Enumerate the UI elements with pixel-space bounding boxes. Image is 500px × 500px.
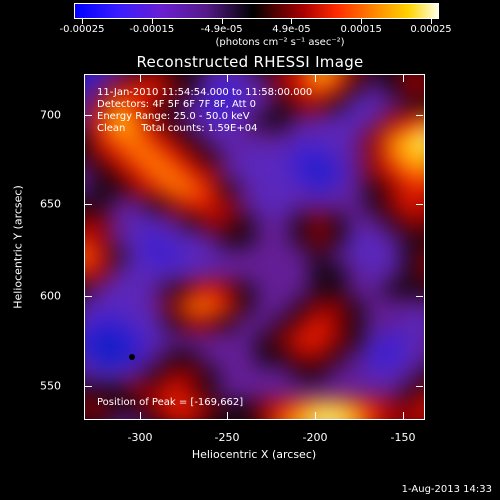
- x-tick-label: -150: [390, 431, 416, 444]
- axis-tick-mark: [403, 75, 404, 82]
- y-tick-label: 650: [40, 197, 61, 211]
- axis-tick-mark: [85, 386, 92, 387]
- colorbar-tick: [221, 18, 223, 24]
- plot-title: Reconstructed RHESSI Image: [136, 53, 364, 71]
- x-tick-label: -200: [302, 431, 328, 444]
- info-clean-counts: Clean Total counts: 1.59E+04: [97, 123, 258, 134]
- axis-tick-mark: [140, 75, 141, 82]
- axis-tick-mark: [227, 75, 228, 82]
- axis-tick-mark: [403, 412, 404, 419]
- axis-tick-mark: [85, 115, 92, 116]
- axis-tick-mark: [416, 115, 423, 116]
- y-tick-label: 550: [40, 379, 61, 393]
- x-axis-label: Heliocentric X (arcsec): [191, 448, 317, 461]
- colorbar-tick-label: -0.00015: [129, 24, 175, 35]
- colorbar-tick: [151, 18, 153, 24]
- heatmap-image: [85, 75, 424, 419]
- peak-marker: [128, 353, 135, 360]
- info-detectors: Detectors: 4F 5F 6F 7F 8F, Att 0: [97, 99, 257, 110]
- colorbar-tick-label: 4.9e-05: [272, 24, 311, 35]
- x-tick-label: -250: [214, 431, 240, 444]
- colorbar-units: (photons cm⁻² s⁻¹ asec⁻²): [215, 37, 345, 48]
- colorbar-tick: [431, 18, 432, 24]
- colorbar-tick: [361, 18, 363, 24]
- x-tick-label: -300: [127, 431, 153, 444]
- axis-tick-mark: [416, 296, 423, 297]
- colorbar-tick-label: -0.00025: [59, 24, 105, 35]
- axis-tick-mark: [315, 412, 316, 419]
- date-stamp: 1-Aug-2013 14:33: [401, 484, 492, 495]
- colorbar-tick: [82, 18, 83, 24]
- colorbar-tick: [291, 18, 293, 24]
- heatmap-plot: 11-Jan-2010 11:54:54.000 to 11:58:00.000…: [84, 74, 425, 420]
- axis-tick-mark: [85, 204, 92, 205]
- axis-tick-mark: [416, 386, 423, 387]
- axis-tick-mark: [416, 204, 423, 205]
- info-energy-range: Energy Range: 25.0 - 50.0 keV: [97, 111, 250, 122]
- colorbar-tick-label: -4.9e-05: [200, 24, 243, 35]
- axis-tick-mark: [315, 75, 316, 82]
- y-axis-label: Heliocentric Y (arcsec): [11, 185, 25, 309]
- y-tick-label: 600: [40, 289, 61, 303]
- colorbar-tick-label: 0.00015: [340, 24, 382, 35]
- axis-tick-mark: [85, 296, 92, 297]
- info-time-range: 11-Jan-2010 11:54:54.000 to 11:58:00.000: [97, 87, 313, 98]
- info-peak-position: Position of Peak = [-169,662]: [97, 397, 244, 408]
- axis-tick-mark: [140, 412, 141, 419]
- y-tick-label: 700: [40, 108, 61, 122]
- colorbar: [74, 3, 439, 19]
- colorbar-tick-label: 0.00025: [410, 24, 452, 35]
- axis-tick-mark: [227, 412, 228, 419]
